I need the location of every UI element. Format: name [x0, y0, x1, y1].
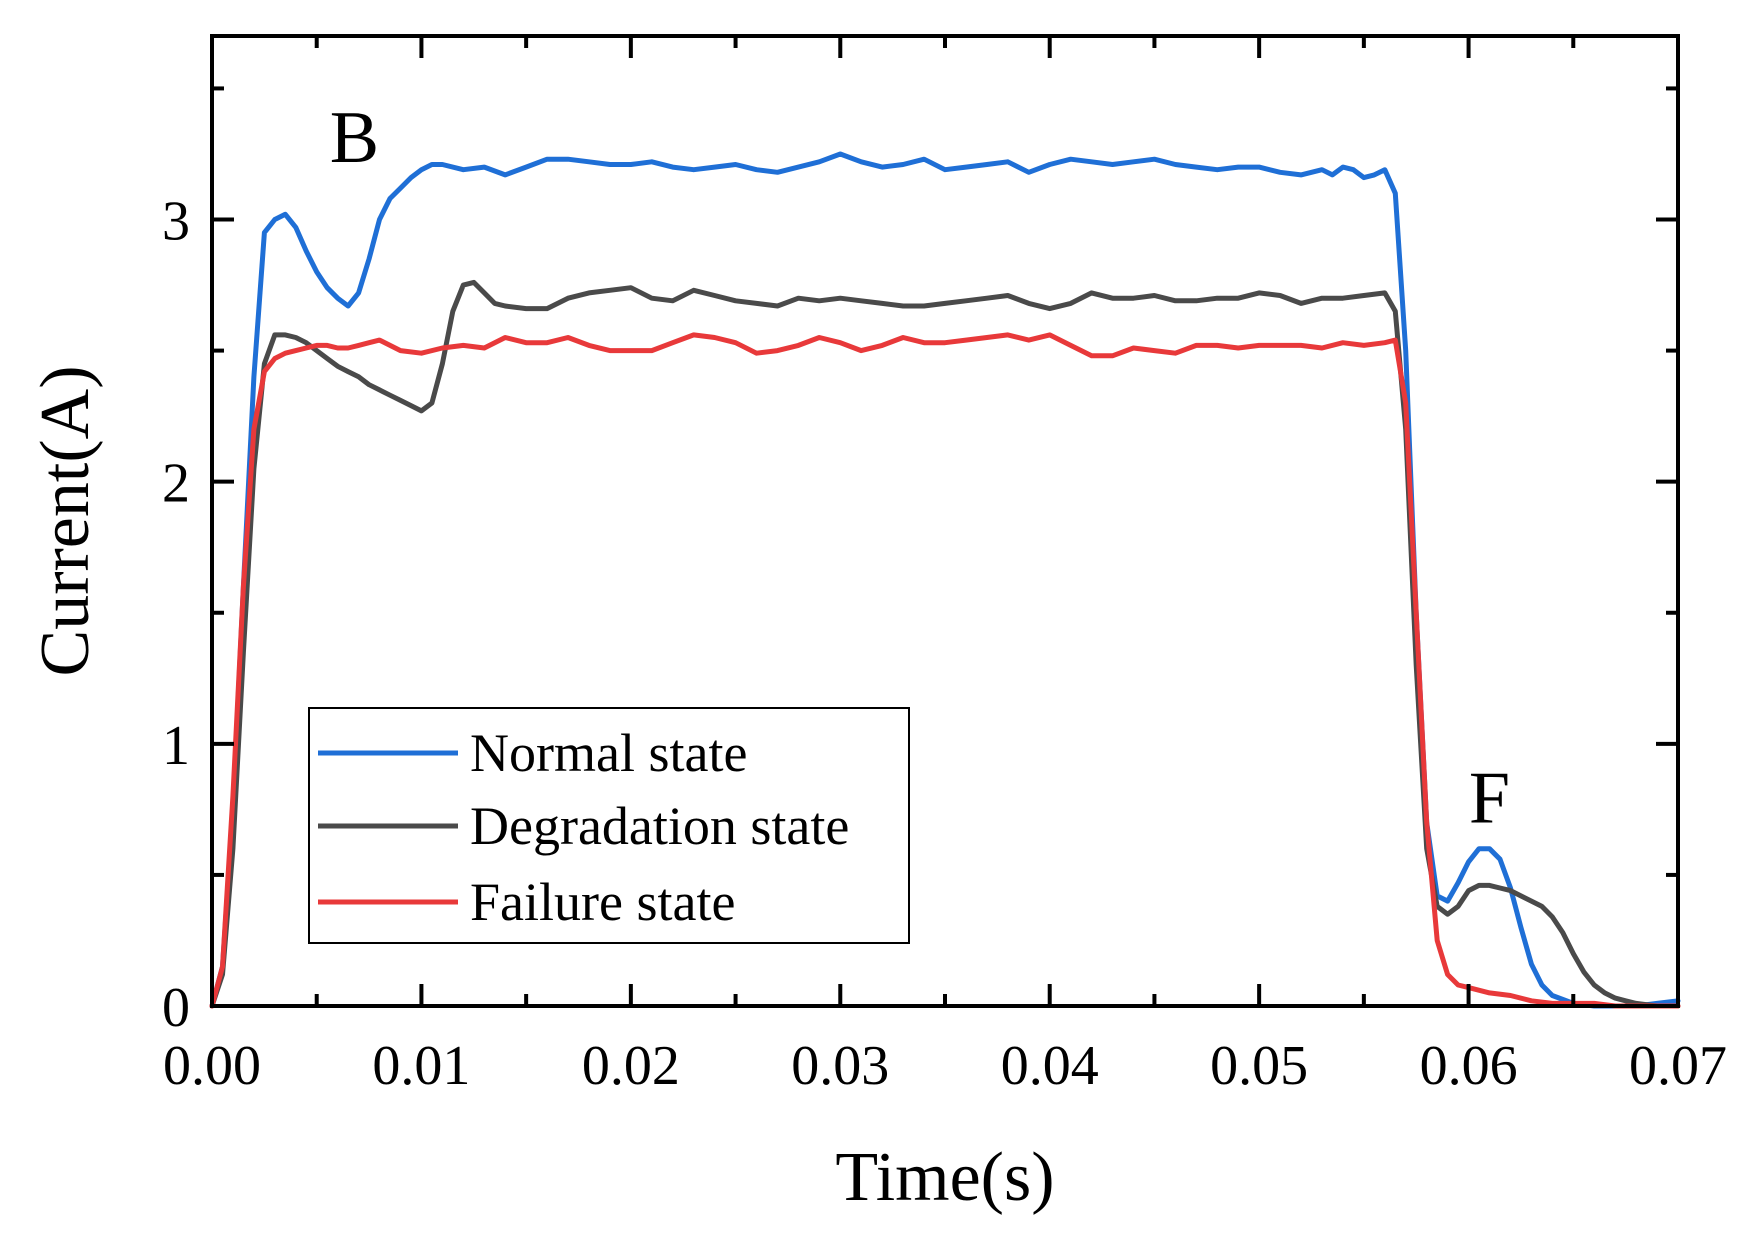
x-tick-label: 0.03 — [791, 1035, 889, 1097]
series-layer — [209, 151, 1681, 1009]
legend-label-failure: Failure state — [470, 872, 735, 932]
x-tick-label: 0.05 — [1210, 1035, 1308, 1097]
legend: Normal state Degradation state Failure s… — [308, 707, 910, 944]
legend-label-degradation: Degradation state — [470, 796, 849, 856]
series-line-2 — [209, 279, 1681, 1009]
ticks-layer — [210, 36, 1680, 1008]
y-tick-label: 1 — [162, 715, 190, 777]
y-tick-label: 0 — [162, 977, 190, 1039]
legend-label-normal: Normal state — [470, 723, 747, 783]
x-tick-label: 0.02 — [582, 1035, 680, 1097]
x-tick-label: 0.04 — [1001, 1035, 1099, 1097]
annotation-f: F — [1469, 757, 1510, 839]
series-line-3 — [209, 332, 1681, 1009]
y-tick-label: 3 — [162, 191, 190, 253]
tick-labels: 0.00 0.01 0.02 0.03 0.04 0.05 0.06 0.07 0 1 2 3 — [162, 191, 1727, 1097]
y-axis-title: Current(A) — [27, 365, 104, 676]
y-tick-label: 2 — [162, 453, 190, 515]
x-tick-label: 0.00 — [163, 1035, 261, 1097]
series-line-1 — [209, 151, 1681, 1009]
x-axis-title: Time(s) — [835, 1139, 1054, 1216]
annotation-b: B — [330, 97, 379, 179]
x-tick-label: 0.06 — [1420, 1035, 1518, 1097]
x-tick-label: 0.01 — [372, 1035, 470, 1097]
x-tick-label: 0.07 — [1629, 1035, 1727, 1097]
